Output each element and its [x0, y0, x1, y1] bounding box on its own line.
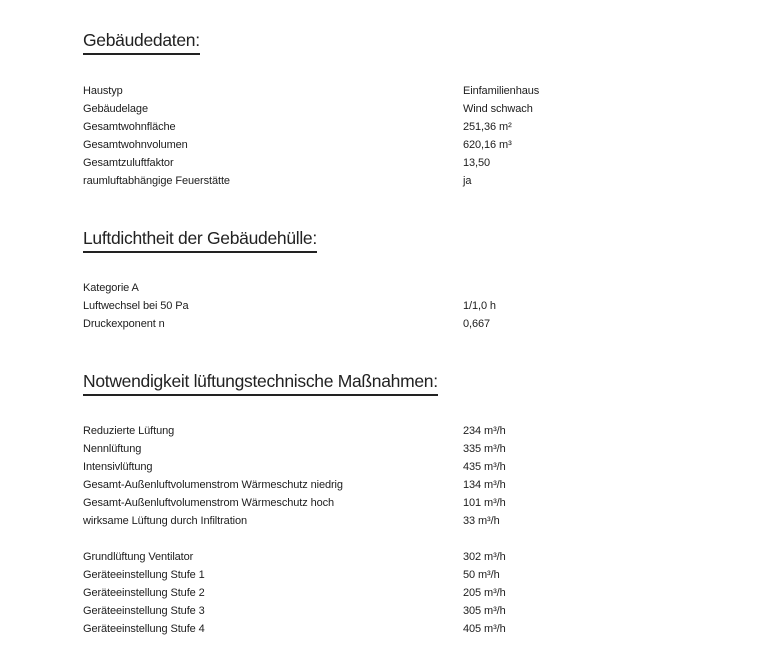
- row-value: 251,36 m²: [463, 121, 512, 133]
- table-row: Grundlüftung Ventilator 302 m³/h: [83, 548, 683, 566]
- section-heading-gebaeudedaten: Gebäudedaten:: [83, 30, 200, 55]
- table-row: Gesamt-Außenluftvolumenstrom Wärmeschutz…: [83, 494, 683, 512]
- table-row: Geräteeinstellung Stufe 3 305 m³/h: [83, 602, 683, 620]
- table-row: Reduzierte Lüftung 234 m³/h: [83, 422, 683, 440]
- row-label: Geräteeinstellung Stufe 2: [83, 587, 205, 599]
- geraeteeinstellung-table: Grundlüftung Ventilator 302 m³/h Geräteein…: [83, 548, 683, 638]
- row-label: Druckexponent n: [83, 318, 165, 330]
- row-label: raumluftabhängige Feuerstätte: [83, 175, 230, 187]
- row-label: Intensivlüftung: [83, 461, 153, 473]
- section-heading-luftdichtheit: Luftdichtheit der Gebäudehülle:: [83, 228, 317, 253]
- table-row: Gebäudelage Wind schwach: [83, 100, 683, 118]
- table-row: Intensivlüftung 435 m³/h: [83, 458, 683, 476]
- row-label: Kategorie A: [83, 282, 139, 294]
- row-label: Nennlüftung: [83, 443, 142, 455]
- row-label: Luftwechsel bei 50 Pa: [83, 300, 189, 312]
- row-value: 33 m³/h: [463, 515, 500, 527]
- row-value: 335 m³/h: [463, 443, 506, 455]
- row-value: ja: [463, 175, 472, 187]
- table-row: Nennlüftung 335 m³/h: [83, 440, 683, 458]
- row-value: 234 m³/h: [463, 425, 506, 437]
- row-label: Gesamtzuluftfaktor: [83, 157, 174, 169]
- table-row: Kategorie A: [83, 279, 683, 297]
- table-row: Geräteeinstellung Stufe 1 50 m³/h: [83, 566, 683, 584]
- row-label: Geräteeinstellung Stufe 4: [83, 623, 205, 635]
- table-row: Gesamt-Außenluftvolumenstrom Wärmeschutz…: [83, 476, 683, 494]
- table-row: Gesamtwohnfläche 251,36 m²: [83, 118, 683, 136]
- row-label: Gesamtwohnfläche: [83, 121, 176, 133]
- row-label: Gesamt-Außenluftvolumenstrom Wärmeschutz…: [83, 479, 343, 491]
- row-value: Einfamilienhaus: [463, 85, 540, 97]
- row-value: 13,50: [463, 157, 491, 169]
- table-row: Gesamtzuluftfaktor 13,50: [83, 154, 683, 172]
- row-label: Gesamt-Außenluftvolumenstrom Wärmeschutz…: [83, 497, 335, 509]
- table-row: Haustyp Einfamilienhaus: [83, 82, 683, 100]
- luftdichtheit-table: Kategorie A Luftwechsel bei 50 Pa 1/1,0 h D…: [83, 279, 683, 333]
- row-label: Gebäudelage: [83, 103, 148, 115]
- table-row: Druckexponent n 0,667: [83, 315, 683, 333]
- row-value: Wind schwach: [463, 103, 533, 115]
- row-value: 134 m³/h: [463, 479, 506, 491]
- row-value: 50 m³/h: [463, 569, 500, 581]
- row-label: Gesamtwohnvolumen: [83, 139, 188, 151]
- row-label: Grundlüftung Ventilator: [83, 551, 194, 563]
- table-row: Gesamtwohnvolumen 620,16 m³: [83, 136, 683, 154]
- row-label: Haustyp: [83, 85, 123, 97]
- section-heading-lueftungsmassnahmen: Notwendigkeit lüftungstechnische Maßnahm…: [83, 371, 438, 396]
- row-value: 205 m³/h: [463, 587, 506, 599]
- lueftungsbedarf-table: Reduzierte Lüftung 234 m³/h Nennlüftung 335…: [83, 422, 683, 530]
- table-row: Luftwechsel bei 50 Pa 1/1,0 h: [83, 297, 683, 315]
- row-label: Reduzierte Lüftung: [83, 425, 175, 437]
- row-label: Geräteeinstellung Stufe 3: [83, 605, 205, 617]
- row-value: 0,667: [463, 318, 491, 330]
- table-row: Geräteeinstellung Stufe 2 205 m³/h: [83, 584, 683, 602]
- row-value: 1/1,0 h: [463, 300, 496, 312]
- table-row: raumluftabhängige Feuerstätte ja: [83, 172, 683, 190]
- table-row: wirksame Lüftung durch Infiltration 33 m³…: [83, 512, 683, 530]
- row-label: Geräteeinstellung Stufe 1: [83, 569, 205, 581]
- table-row: Geräteeinstellung Stufe 4 405 m³/h: [83, 620, 683, 638]
- gebaeudedaten-table: Haustyp Einfamilienhaus Gebäudelage Wind sc…: [83, 82, 683, 190]
- row-label: wirksame Lüftung durch Infiltration: [83, 515, 248, 527]
- row-value: 302 m³/h: [463, 551, 506, 563]
- row-value: 101 m³/h: [463, 497, 506, 509]
- row-value: 435 m³/h: [463, 461, 506, 473]
- row-value: 620,16 m³: [463, 139, 512, 151]
- row-value: 405 m³/h: [463, 623, 506, 635]
- row-value: 305 m³/h: [463, 605, 506, 617]
